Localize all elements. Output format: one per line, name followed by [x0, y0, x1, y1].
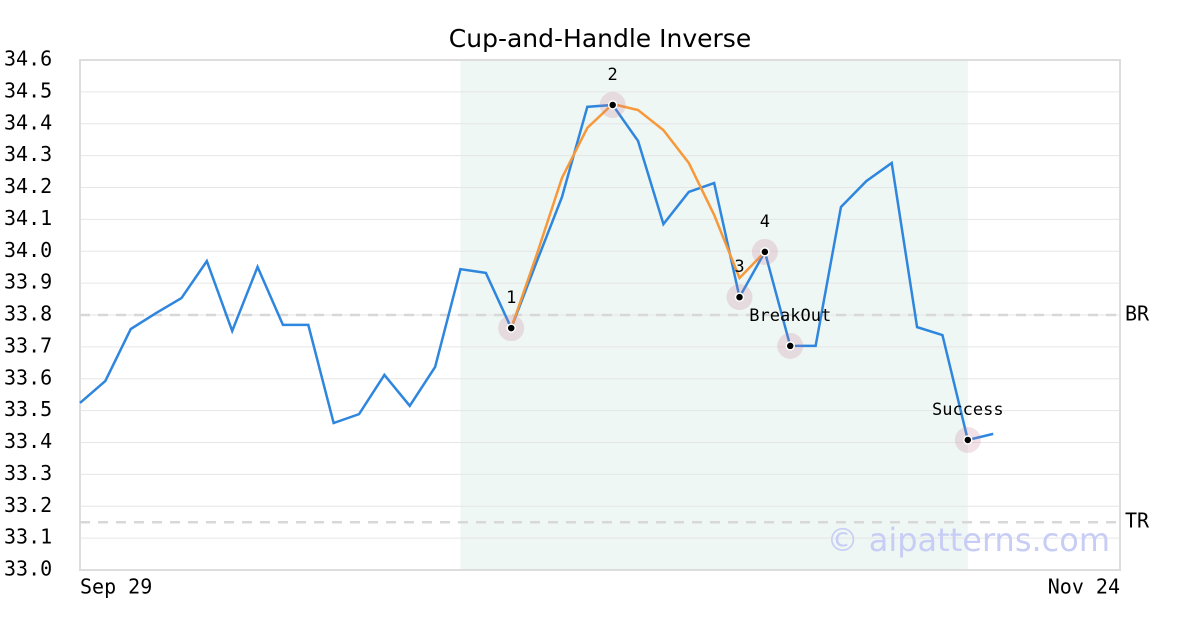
level-label: BR — [1125, 302, 1150, 326]
point-marker — [785, 341, 795, 351]
point-marker — [734, 292, 745, 302]
point-label: 3 — [734, 257, 744, 277]
y-tick-label: 34.6 — [4, 47, 52, 71]
y-tick-label: 33.8 — [4, 302, 52, 326]
y-tick-label: 34.5 — [4, 78, 52, 102]
y-tick-label: 34.0 — [4, 238, 52, 262]
chart-title: Cup-and-Handle Inverse — [449, 24, 751, 53]
point-label: Success — [932, 400, 1004, 420]
x-tick-label: Nov 24 — [1048, 575, 1120, 599]
y-tick-label: 33.1 — [4, 525, 52, 549]
point-label: 1 — [506, 288, 516, 308]
y-tick-label: 33.9 — [4, 270, 52, 294]
y-tick-label: 33.6 — [4, 365, 52, 389]
point-marker — [506, 323, 516, 333]
point-marker — [963, 435, 973, 445]
x-tick-label: Sep 29 — [80, 575, 152, 599]
point-marker — [760, 247, 770, 257]
y-tick-label: 34.4 — [4, 110, 52, 134]
y-tick-label: 33.7 — [4, 333, 52, 357]
point-label: BreakOut — [749, 306, 831, 326]
y-tick-label: 34.3 — [4, 142, 52, 166]
y-tick-label: 33.0 — [4, 557, 52, 581]
point-label: 4 — [760, 212, 770, 232]
point-label: 2 — [608, 65, 618, 85]
point-marker — [607, 100, 618, 110]
y-tick-label: 33.3 — [4, 461, 52, 485]
y-tick-label: 34.2 — [4, 174, 52, 198]
y-tick-label: 33.5 — [4, 397, 52, 421]
watermark: © aipatterns.com — [827, 521, 1110, 559]
y-tick-label: 33.2 — [4, 493, 52, 517]
series-line — [79, 103, 994, 442]
level-label: TR — [1125, 509, 1150, 533]
series-line — [510, 102, 766, 329]
y-tick-label: 33.4 — [4, 429, 52, 453]
y-tick-label: 34.1 — [4, 206, 52, 230]
